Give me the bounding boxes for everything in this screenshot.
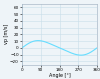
Y-axis label: vp [m/s]: vp [m/s] — [4, 24, 9, 44]
X-axis label: Angle [°]: Angle [°] — [49, 73, 70, 78]
